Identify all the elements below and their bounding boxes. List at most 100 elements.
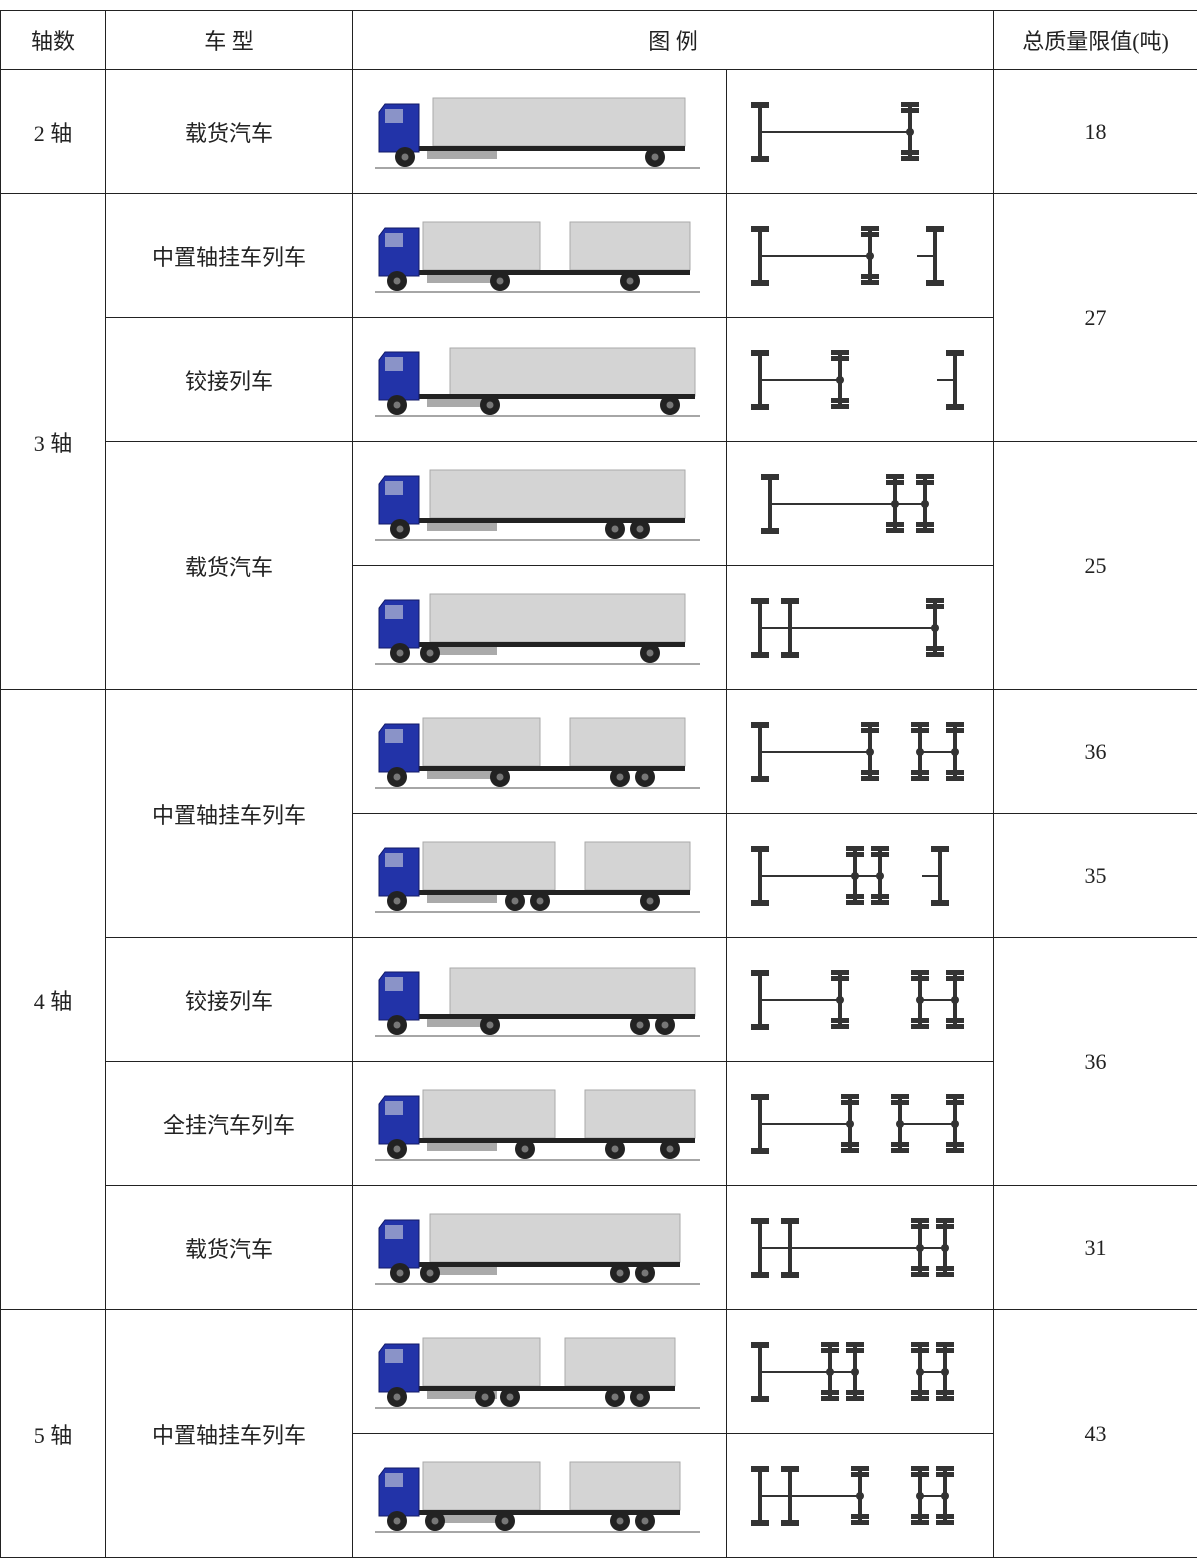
cargo-box	[569, 1461, 680, 1510]
hub	[486, 401, 493, 408]
limits-table: 轴数 车 型 图 例 总质量限值(吨) 2 轴 载货汽车 18 3 轴 中置轴挂…	[0, 10, 1197, 1558]
axle	[758, 1469, 762, 1522]
chassis	[394, 1509, 680, 1515]
hub	[616, 773, 623, 780]
cargo-box	[422, 1089, 555, 1138]
wheel	[751, 969, 769, 976]
axle-joint	[941, 1367, 949, 1376]
dual-wheel	[936, 1519, 954, 1525]
dual-wheel	[901, 107, 919, 113]
dual-wheel	[926, 645, 944, 651]
axle-layout	[751, 225, 944, 286]
axle	[768, 477, 772, 530]
cargo-box	[422, 841, 555, 890]
cab-window	[384, 852, 403, 867]
header-cell: 图 例	[351, 10, 995, 70]
dual-wheel	[911, 1519, 929, 1525]
dual-wheel	[946, 721, 964, 727]
hub	[641, 1269, 648, 1276]
fuel-tank	[426, 1018, 497, 1027]
hub	[646, 649, 653, 656]
wheel	[751, 721, 769, 728]
dual-wheel	[936, 1223, 954, 1229]
truck	[374, 1461, 700, 1533]
hub	[401, 153, 408, 160]
dual-wheel	[846, 845, 864, 851]
cargo-box	[422, 1461, 540, 1510]
cargo-box	[422, 1337, 540, 1386]
hub	[626, 277, 633, 284]
dual-wheel	[846, 1347, 864, 1353]
dual-wheel	[911, 1023, 929, 1029]
type-cell: 载货汽车	[105, 441, 353, 690]
dual-wheel	[901, 155, 919, 161]
cab-window	[384, 604, 403, 619]
dual-wheel	[911, 1471, 929, 1477]
axle	[758, 229, 762, 282]
axle-layout	[751, 969, 964, 1030]
dual-wheel	[936, 1465, 954, 1471]
wheel	[781, 1217, 799, 1224]
dual-wheel	[916, 527, 934, 533]
dual-wheel	[911, 769, 929, 775]
cab-window	[384, 108, 403, 123]
dual-wheel	[936, 1395, 954, 1401]
axle-diagram	[725, 1309, 995, 1434]
dual-wheel	[841, 1147, 859, 1153]
dual-wheel	[911, 975, 929, 981]
dual-wheel	[891, 1147, 909, 1153]
cargo-box	[569, 717, 685, 766]
hub	[431, 1517, 438, 1524]
dual-wheel	[911, 721, 929, 727]
wheel	[781, 1465, 799, 1472]
truck-image	[352, 1309, 727, 1434]
wheel	[931, 845, 949, 852]
hub	[426, 649, 433, 656]
dual-wheel	[911, 1017, 929, 1023]
truck-image	[352, 689, 727, 814]
dual-wheel	[911, 1341, 929, 1347]
dual-wheel	[911, 775, 929, 781]
dual-wheel	[946, 775, 964, 781]
truck	[374, 469, 700, 541]
dual-wheel	[936, 1347, 954, 1353]
dual-wheel	[861, 769, 879, 775]
truck-image	[352, 565, 727, 690]
dual-wheel	[831, 1023, 849, 1029]
fuel-tank	[426, 1266, 497, 1275]
dual-wheel	[821, 1347, 839, 1353]
cab-window	[384, 1348, 403, 1363]
fuel-tank	[426, 150, 497, 159]
truck-image	[352, 69, 727, 194]
hub	[496, 773, 503, 780]
dual-wheel	[936, 1513, 954, 1519]
dual-wheel	[886, 479, 904, 485]
wheel	[751, 1093, 769, 1100]
limit-cell: 36	[993, 689, 1197, 814]
dual-wheel	[846, 893, 864, 899]
dual-wheel	[886, 521, 904, 527]
dual-wheel	[926, 651, 944, 657]
fuel-tank	[426, 1142, 497, 1151]
axle	[758, 105, 762, 158]
fuel-tank	[426, 1514, 497, 1523]
axle-joint	[916, 1491, 924, 1500]
wheel	[926, 225, 944, 232]
dual-wheel	[911, 1347, 929, 1353]
limit-cell: 43	[993, 1309, 1197, 1558]
dual-wheel	[841, 1141, 859, 1147]
fuel-tank	[426, 274, 497, 283]
chassis	[394, 1137, 695, 1143]
cargo-box	[564, 1337, 675, 1386]
axle	[758, 725, 762, 778]
dual-wheel	[936, 1341, 954, 1347]
dual-wheel	[851, 1519, 869, 1525]
axle-joint	[941, 1243, 949, 1252]
dual-wheel	[936, 1217, 954, 1223]
dual-wheel	[946, 969, 964, 975]
axle-diagram	[725, 689, 995, 814]
hub	[521, 1145, 528, 1152]
wheel	[751, 775, 769, 782]
wheel	[751, 651, 769, 658]
wheel	[751, 1341, 769, 1348]
